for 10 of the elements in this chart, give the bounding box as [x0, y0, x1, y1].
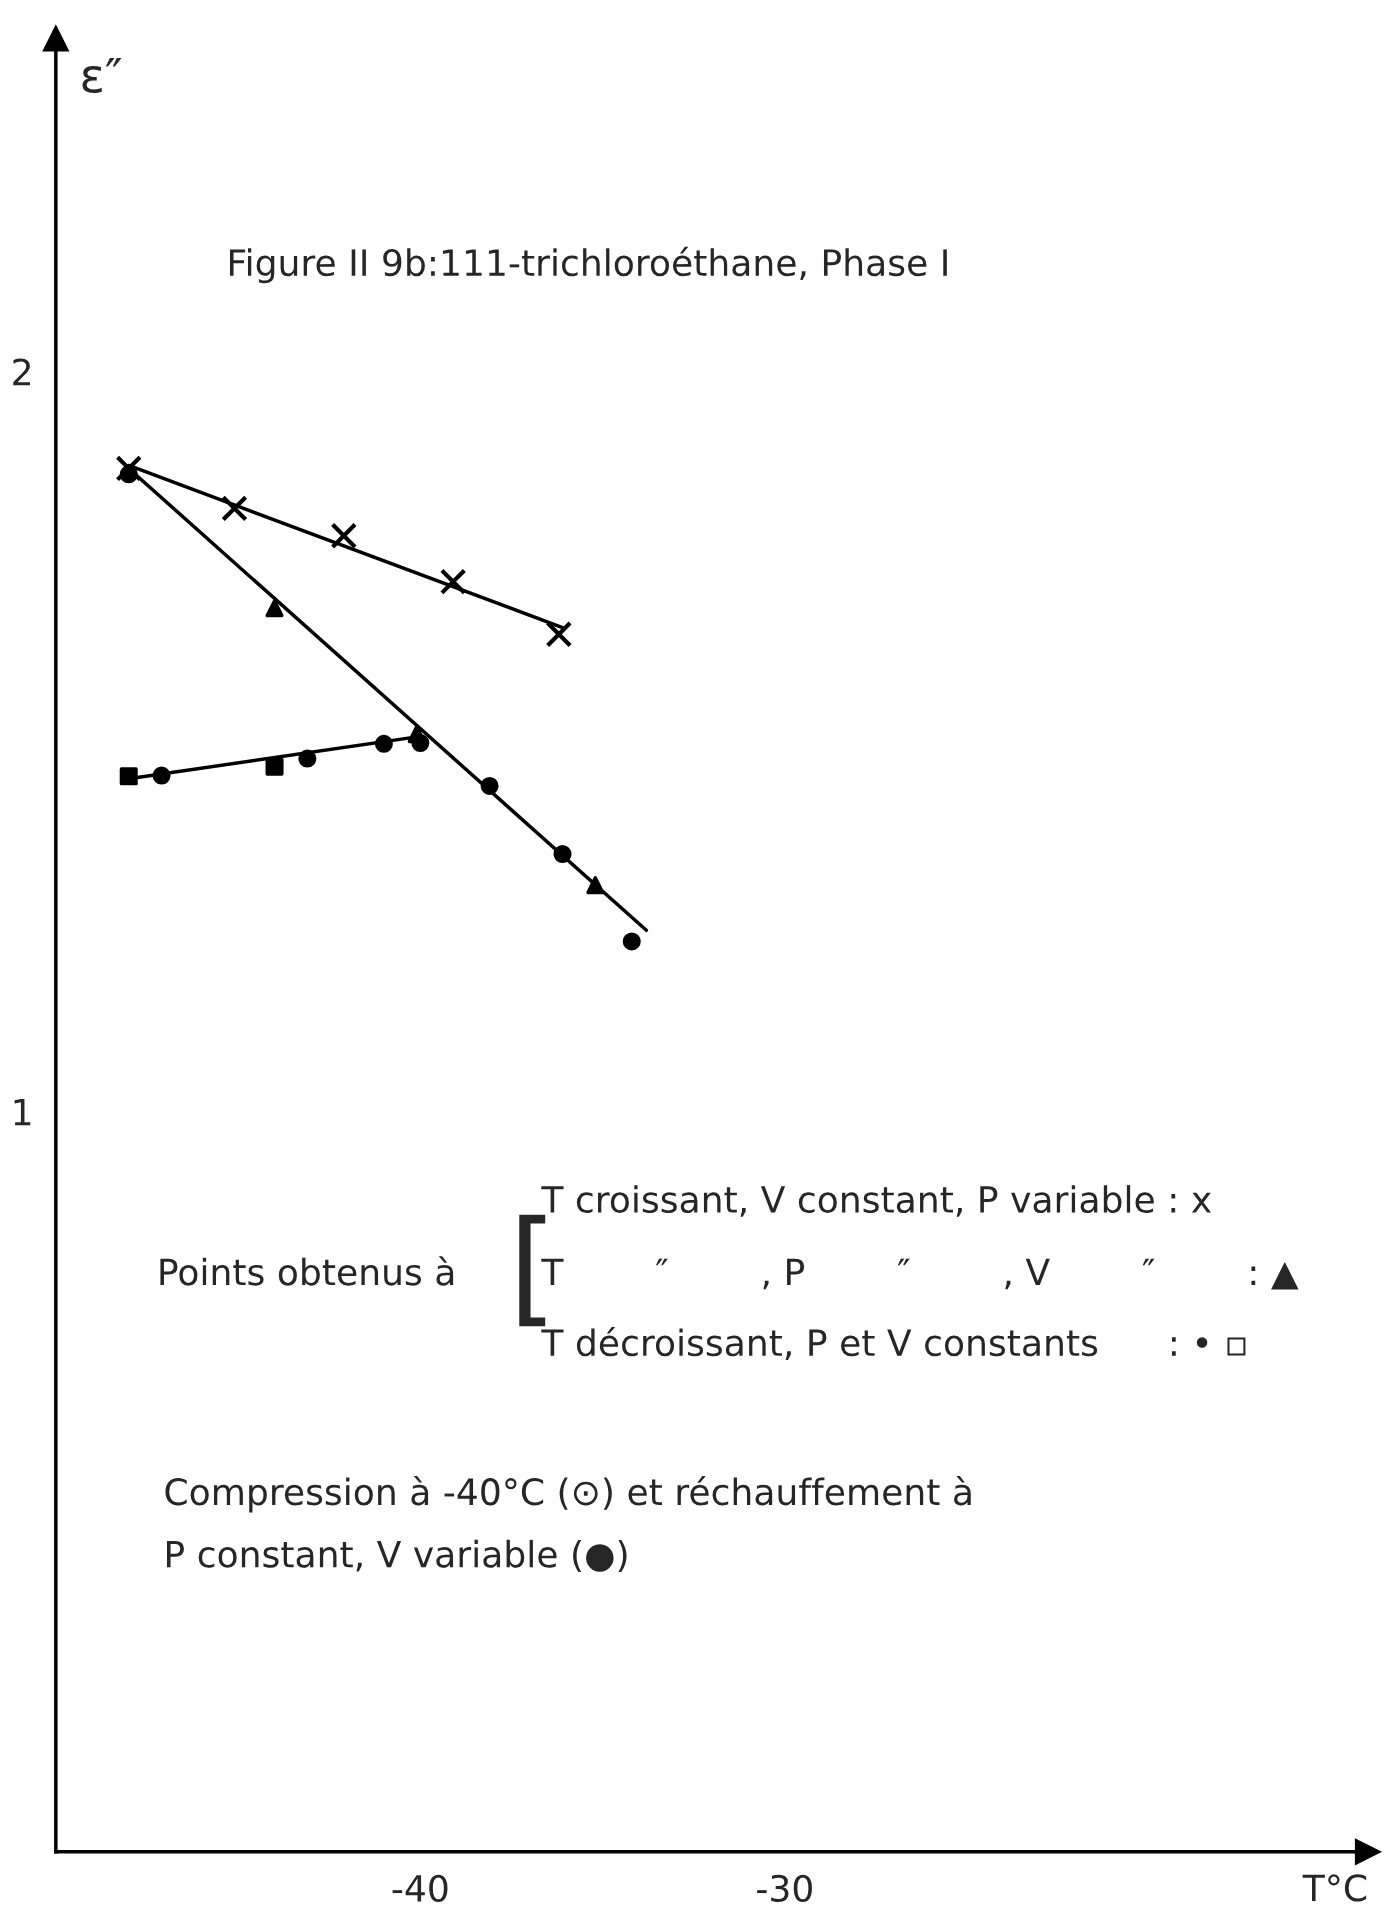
annotation: Points obtenus à: [160, 1256, 454, 1286]
x-tick-label: -30: [757, 1874, 812, 1903]
text: Figure II 9b:111-trichloroéthane, Phase I: [229, 246, 947, 284]
y-axis-title: ε″: [82, 57, 122, 94]
x-tick-label: -40: [392, 1874, 448, 1903]
x-axis-title: T°C: [1302, 1874, 1367, 1902]
annotation: T décroissant, P et V constants : • ▫: [541, 1326, 1246, 1361]
y-tick-label: 2: [13, 358, 30, 386]
annotation: Compression à -40°C (⊙) et réchauffement à P constant, V variable (●): [165, 1476, 971, 1573]
y-tick-label: 1: [14, 1099, 31, 1126]
